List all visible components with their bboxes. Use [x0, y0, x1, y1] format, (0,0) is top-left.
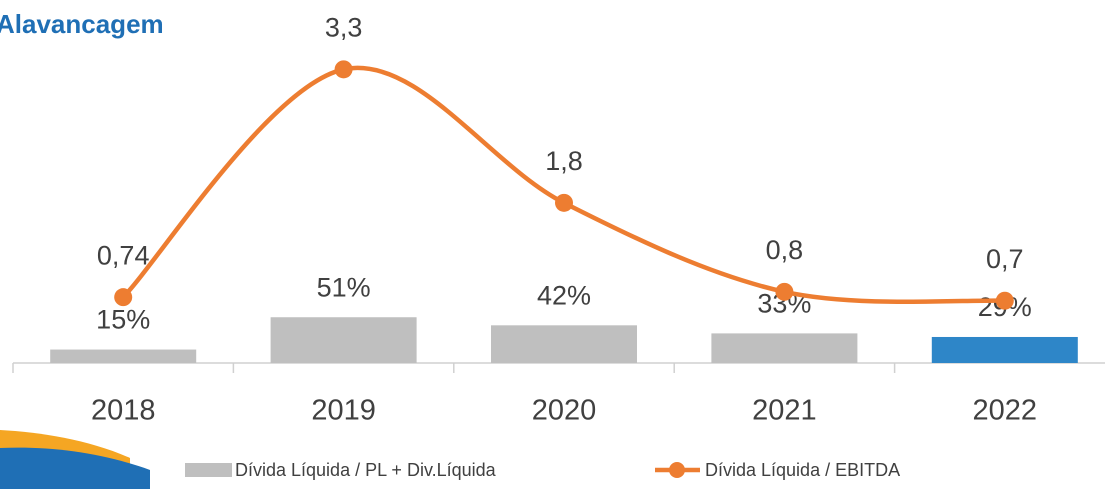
- data-label: 42%: [537, 280, 591, 310]
- data-label: 0,8: [766, 235, 804, 265]
- chart-title: Alavancagem: [0, 9, 164, 39]
- legend-label: Dívida Líquida / PL + Div.Líquida: [235, 460, 497, 480]
- bar: [711, 333, 858, 363]
- bar: [931, 336, 1078, 363]
- x-tick-label: 2022: [973, 395, 1038, 427]
- data-label: 0,7: [986, 244, 1024, 274]
- decor-blue: [0, 447, 150, 489]
- line-point: [995, 291, 1014, 310]
- line-point: [334, 60, 353, 79]
- data-label: 1,8: [545, 146, 583, 176]
- bar: [491, 325, 637, 363]
- x-tick-label: 2020: [532, 395, 597, 427]
- line-point: [114, 288, 133, 307]
- line-point: [555, 193, 573, 212]
- x-tick-label: 2019: [311, 395, 376, 427]
- data-label: 15%: [96, 305, 150, 335]
- legend-swatch: [185, 463, 232, 477]
- line-point: [775, 282, 794, 301]
- legend-swatch: [669, 462, 685, 478]
- bar: [50, 349, 197, 363]
- data-label: 51%: [317, 272, 371, 302]
- bar: [270, 317, 417, 363]
- line: [121, 65, 1005, 305]
- x-tick-label: 2018: [91, 395, 156, 427]
- x-tick-label: 2021: [752, 395, 817, 427]
- data-label: 3,3: [325, 12, 363, 42]
- legend-label: Dívida Líquida / EBITDA: [705, 460, 900, 480]
- data-label: 0,74: [97, 240, 150, 270]
